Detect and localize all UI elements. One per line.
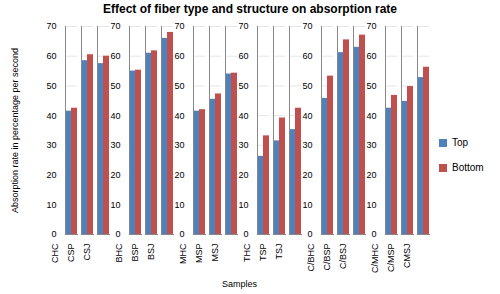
svg-text:C/MHC: C/MHC <box>370 243 380 273</box>
svg-text:C/MSP: C/MSP <box>386 244 396 273</box>
svg-text:20: 20 <box>302 170 312 180</box>
svg-text:CSJ: CSJ <box>82 244 92 261</box>
svg-text:30: 30 <box>366 140 376 150</box>
svg-text:CMSJ: CMSJ <box>402 244 412 269</box>
svg-text:0: 0 <box>115 229 120 239</box>
svg-text:70: 70 <box>174 21 184 31</box>
svg-text:30: 30 <box>302 140 312 150</box>
svg-text:20: 20 <box>174 170 184 180</box>
svg-text:50: 50 <box>302 81 312 91</box>
svg-text:TSP: TSP <box>258 244 268 262</box>
svg-text:MHC: MHC <box>178 243 188 264</box>
svg-text:0: 0 <box>307 229 312 239</box>
svg-text:60: 60 <box>238 51 248 61</box>
svg-text:BHC: BHC <box>114 243 124 263</box>
svg-text:Samples: Samples <box>222 279 258 289</box>
svg-text:40: 40 <box>110 111 120 121</box>
svg-text:30: 30 <box>110 140 120 150</box>
svg-text:60: 60 <box>174 51 184 61</box>
svg-text:0: 0 <box>243 229 248 239</box>
svg-text:0: 0 <box>371 229 376 239</box>
svg-text:Absorption rate in percentage: Absorption rate in percentage per second <box>10 48 20 213</box>
svg-text:C/BHC: C/BHC <box>306 243 316 272</box>
svg-text:MSP: MSP <box>194 244 204 264</box>
svg-text:50: 50 <box>46 81 56 91</box>
svg-text:50: 50 <box>366 81 376 91</box>
svg-text:50: 50 <box>238 81 248 91</box>
svg-text:70: 70 <box>238 21 248 31</box>
svg-text:C/BSP: C/BSP <box>322 244 332 271</box>
svg-text:10: 10 <box>46 200 56 210</box>
svg-text:70: 70 <box>110 21 120 31</box>
html-text:Bottom: Bottom <box>452 162 484 173</box>
svg-text:40: 40 <box>366 111 376 121</box>
svg-text:50: 50 <box>110 81 120 91</box>
svg-text:30: 30 <box>238 140 248 150</box>
svg-text:20: 20 <box>366 170 376 180</box>
html-text:Effect of fiber type and struc: Effect of fiber type and structure on ab… <box>103 2 397 16</box>
svg-text:30: 30 <box>46 140 56 150</box>
svg-text:40: 40 <box>238 111 248 121</box>
svg-text:10: 10 <box>174 200 184 210</box>
svg-text:50: 50 <box>174 81 184 91</box>
svg-text:CSP: CSP <box>66 244 76 263</box>
svg-text:40: 40 <box>174 111 184 121</box>
svg-text:BSJ: BSJ <box>146 244 156 261</box>
svg-text:70: 70 <box>302 21 312 31</box>
svg-text:CHC: CHC <box>50 243 60 263</box>
svg-text:THC: THC <box>242 243 252 262</box>
svg-text:10: 10 <box>366 200 376 210</box>
svg-text:20: 20 <box>46 170 56 180</box>
svg-text:60: 60 <box>302 51 312 61</box>
html-text:Top: Top <box>452 137 469 148</box>
svg-text:MSJ: MSJ <box>210 244 220 262</box>
svg-text:30: 30 <box>174 140 184 150</box>
svg-text:10: 10 <box>238 200 248 210</box>
svg-text:C/BSJ: C/BSJ <box>338 244 348 270</box>
svg-text:60: 60 <box>46 51 56 61</box>
svg-text:70: 70 <box>366 21 376 31</box>
svg-text:20: 20 <box>238 170 248 180</box>
svg-text:60: 60 <box>110 51 120 61</box>
svg-text:TSJ: TSJ <box>274 244 284 260</box>
svg-text:0: 0 <box>179 229 184 239</box>
svg-text:60: 60 <box>366 51 376 61</box>
svg-text:40: 40 <box>46 111 56 121</box>
svg-text:70: 70 <box>46 21 56 31</box>
svg-text:BSP: BSP <box>130 244 140 262</box>
svg-text:10: 10 <box>302 200 312 210</box>
svg-text:10: 10 <box>110 200 120 210</box>
svg-text:20: 20 <box>110 170 120 180</box>
svg-text:0: 0 <box>51 229 56 239</box>
svg-text:40: 40 <box>302 111 312 121</box>
